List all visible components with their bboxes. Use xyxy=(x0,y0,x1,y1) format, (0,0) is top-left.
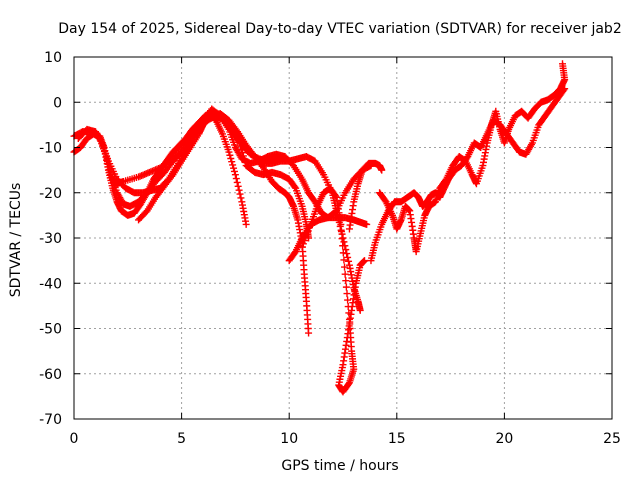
data-point xyxy=(227,154,235,162)
data-point xyxy=(305,329,313,337)
y-tick-label-0: 10 xyxy=(44,50,62,66)
data-point xyxy=(225,148,233,156)
data-point xyxy=(238,145,246,153)
y-tick-label-4: -30 xyxy=(39,231,62,247)
data-point xyxy=(281,153,289,161)
data-point xyxy=(242,220,250,228)
data-point xyxy=(342,283,350,291)
data-point xyxy=(232,175,240,183)
data-point xyxy=(302,233,310,241)
data-point xyxy=(235,186,243,194)
data-point xyxy=(301,237,309,245)
series-arc-11 xyxy=(376,60,569,256)
x-tick-label-5: 25 xyxy=(603,431,621,447)
data-point xyxy=(233,178,241,186)
data-point xyxy=(343,290,351,298)
data-point xyxy=(229,161,237,169)
data-point xyxy=(228,122,236,130)
y-tick-label-1: 0 xyxy=(53,95,62,111)
data-point xyxy=(236,190,244,198)
series-arc-8 xyxy=(298,184,369,396)
data-point xyxy=(228,158,236,166)
y-tick-label-8: -70 xyxy=(39,412,62,428)
data-point xyxy=(339,242,347,250)
data-point xyxy=(303,230,311,238)
y-tick-label-6: -50 xyxy=(39,322,62,338)
y-tick-label-7: -60 xyxy=(39,367,62,383)
data-point xyxy=(226,151,234,159)
data-point xyxy=(363,220,371,228)
data-point xyxy=(97,137,105,145)
data-point xyxy=(341,263,349,271)
y-tick-label-3: -20 xyxy=(39,186,62,202)
data-point xyxy=(237,194,245,202)
data-point xyxy=(337,228,345,236)
y-tick-label-5: -40 xyxy=(39,276,62,292)
axis-ticks: 0 5 10 15 20 25 10 0 -10 -20 -30 -40 -50 -60 -70 xyxy=(39,50,621,447)
chart-title: Day 154 of 2025, Sidereal Day-to-day VTE… xyxy=(58,21,621,37)
series-arc-9 xyxy=(345,159,386,233)
data-point xyxy=(338,235,346,243)
data-point xyxy=(239,152,247,160)
data-point xyxy=(341,270,349,278)
data-point xyxy=(241,158,249,166)
y-tick-label-2: -10 xyxy=(39,141,62,157)
data-point xyxy=(305,224,313,232)
data-point xyxy=(340,256,348,264)
y-axis-label: SDTVAR / TECUs xyxy=(8,183,24,298)
data-point xyxy=(230,167,238,175)
data-point xyxy=(236,139,244,147)
data-point xyxy=(344,253,352,261)
data-point xyxy=(234,182,242,190)
data-point xyxy=(345,257,353,265)
series-arc-10 xyxy=(367,85,569,265)
x-tick-label-0: 0 xyxy=(70,431,79,447)
data-point xyxy=(168,172,176,180)
data-point xyxy=(165,156,173,164)
data-point xyxy=(332,192,340,200)
data-point xyxy=(304,227,312,235)
x-tick-label-4: 20 xyxy=(495,431,513,447)
data-point xyxy=(238,149,246,157)
data-point xyxy=(339,249,347,257)
data-point xyxy=(344,296,352,304)
x-tick-label-3: 15 xyxy=(388,431,406,447)
data-point xyxy=(342,277,350,285)
grid-lines xyxy=(74,57,612,419)
data-point xyxy=(230,164,238,172)
x-axis-label: GPS time / hours xyxy=(281,458,398,474)
data-points xyxy=(70,60,569,396)
data-point xyxy=(559,60,567,68)
x-tick-label-1: 5 xyxy=(177,431,186,447)
data-point xyxy=(299,240,307,248)
data-point xyxy=(240,155,248,163)
data-point xyxy=(527,141,535,149)
data-point xyxy=(361,257,369,265)
data-point xyxy=(356,306,364,314)
data-point xyxy=(378,166,386,174)
data-point xyxy=(298,243,306,251)
data-point xyxy=(231,171,239,179)
data-point xyxy=(337,220,345,228)
x-tick-label-2: 10 xyxy=(280,431,298,447)
data-point xyxy=(291,183,299,191)
data-point xyxy=(237,142,245,150)
